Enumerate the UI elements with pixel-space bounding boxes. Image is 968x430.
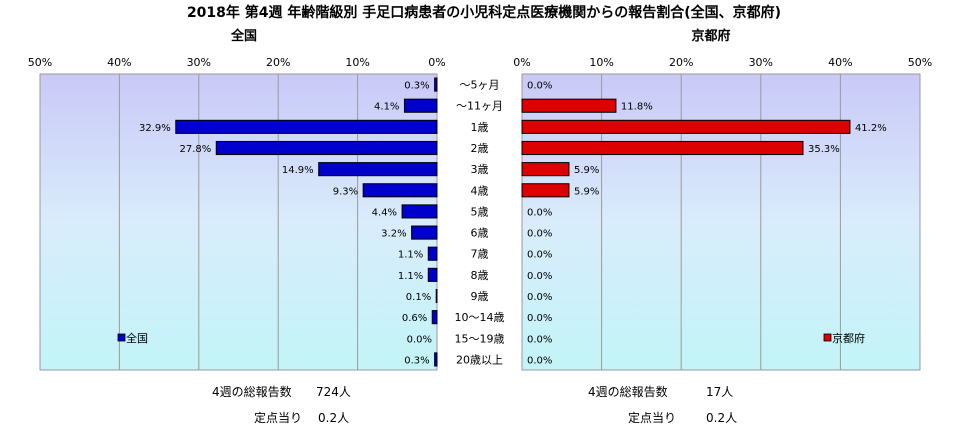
national-data-label: 1.1% [398, 250, 423, 261]
national-tick-label: 10% [345, 56, 369, 69]
kyoto-tick-label: 0% [513, 56, 530, 69]
national-data-label: 9.3% [333, 186, 358, 197]
category-label: 6歳 [471, 227, 489, 240]
national-bar [434, 352, 438, 367]
kyoto-data-label: 0.0% [527, 271, 552, 282]
national-per-label: 定点当り [254, 411, 303, 425]
kyoto-tick-label: 20% [669, 56, 693, 69]
national-bar [434, 77, 438, 92]
national-data-label: 0.1% [406, 292, 431, 303]
national-legend-swatch [117, 333, 126, 342]
category-label: 9歳 [471, 290, 489, 303]
national-tick-label: 50% [28, 56, 52, 69]
category-label: 2歳 [471, 142, 489, 155]
national-bar [401, 204, 438, 219]
national-bar [403, 98, 438, 113]
national-panel-title: 全国 [230, 28, 257, 44]
national-data-label: 0.0% [407, 334, 432, 345]
national-data-label: 27.8% [179, 144, 211, 155]
national-per-value: 0.2人 [318, 411, 350, 425]
national-bar [427, 246, 438, 261]
kyoto-per-value: 0.2人 [706, 411, 738, 425]
kyoto-data-label: 41.2% [855, 123, 887, 134]
national-legend-label: 全国 [126, 331, 148, 345]
national-bar [431, 310, 438, 325]
kyoto-per-label: 定点当り [628, 411, 677, 425]
national-tick-label: 30% [187, 56, 211, 69]
kyoto-data-label: 0.0% [527, 313, 552, 324]
national-bar [362, 183, 438, 198]
kyoto-tick-label: 50% [908, 56, 932, 69]
kyoto-bar [521, 183, 570, 198]
kyoto-legend-swatch [823, 333, 832, 342]
category-label: 1歳 [471, 121, 489, 134]
national-data-label: 0.3% [404, 81, 429, 92]
kyoto-data-label: 0.0% [527, 355, 552, 366]
chart-title: 2018年 第4週 年齢階級別 手足口病患者の小児科定点医療機関からの報告割合(… [187, 4, 781, 21]
national-data-label: 1.1% [398, 271, 423, 282]
national-tick-label: 40% [107, 56, 131, 69]
national-total-label: 4週の総報告数 [212, 385, 292, 399]
kyoto-data-label: 0.0% [527, 207, 552, 218]
kyoto-tick-label: 30% [749, 56, 773, 69]
kyoto-bar [521, 140, 804, 156]
national-total-value: 724人 [316, 385, 351, 399]
kyoto-data-label: 0.0% [527, 292, 552, 303]
category-label: 5歳 [471, 205, 489, 218]
kyoto-bar [521, 119, 851, 134]
kyoto-data-label: 11.8% [621, 102, 653, 113]
national-data-label: 3.2% [381, 229, 406, 240]
national-bar [318, 162, 438, 177]
category-label: 8歳 [471, 269, 489, 282]
kyoto-total-label: 4週の総報告数 [588, 385, 668, 399]
kyoto-tick-label: 40% [828, 56, 852, 69]
kyoto-data-label: 5.9% [574, 165, 599, 176]
category-label: 〜5ヶ月 [460, 79, 500, 92]
national-data-label: 4.1% [374, 102, 399, 113]
kyoto-tick-label: 10% [589, 56, 613, 69]
national-data-label: 14.9% [282, 165, 314, 176]
national-data-label: 32.9% [139, 123, 171, 134]
kyoto-data-label: 0.0% [527, 334, 552, 345]
national-tick-label: 20% [266, 56, 290, 69]
kyoto-panel-title: 京都府 [691, 28, 730, 44]
kyoto-data-label: 0.0% [527, 229, 552, 240]
national-bar [175, 119, 438, 134]
kyoto-total-value: 17人 [706, 385, 734, 399]
category-label: 20歳以上 [456, 353, 503, 366]
kyoto-plot-area [521, 73, 921, 371]
national-data-label: 0.3% [404, 355, 429, 366]
national-bar [215, 140, 438, 156]
national-data-label: 4.4% [372, 207, 397, 218]
kyoto-data-label: 0.0% [527, 250, 552, 261]
kyoto-bar [521, 162, 570, 177]
category-label: 7歳 [471, 248, 489, 261]
kyoto-data-label: 35.3% [808, 144, 840, 155]
kyoto-data-label: 5.9% [574, 186, 599, 197]
category-label: 15〜19歳 [455, 332, 505, 345]
kyoto-legend-label: 京都府 [832, 331, 865, 345]
kyoto-data-label: 0.0% [527, 81, 552, 92]
national-tick-label: 0% [428, 56, 445, 69]
category-label: 10〜14歳 [455, 311, 505, 324]
kyoto-bar [521, 98, 617, 113]
national-data-label: 0.6% [402, 313, 427, 324]
category-label: 〜11ヶ月 [456, 100, 503, 113]
national-plot-area [39, 73, 438, 371]
national-bar [427, 267, 438, 282]
category-label: 4歳 [471, 184, 489, 197]
national-bar [435, 288, 438, 304]
category-label: 3歳 [471, 163, 489, 176]
national-bar [411, 225, 438, 240]
